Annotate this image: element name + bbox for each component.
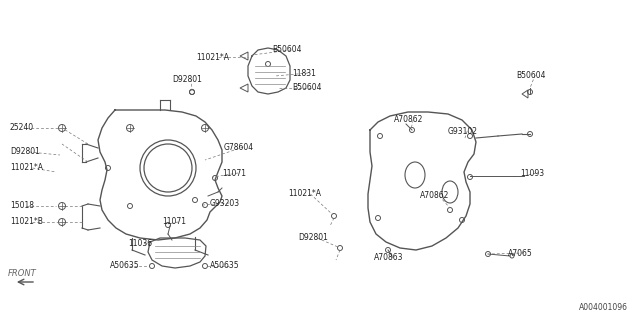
Text: A004001096: A004001096 — [579, 303, 628, 312]
Text: G93203: G93203 — [210, 198, 240, 207]
Text: 11071: 11071 — [162, 218, 186, 227]
Text: 15018: 15018 — [10, 202, 34, 211]
Text: 11093: 11093 — [520, 169, 544, 178]
Text: 11831: 11831 — [292, 68, 316, 77]
Text: 25240: 25240 — [10, 124, 34, 132]
Text: G78604: G78604 — [224, 142, 254, 151]
Text: 11021*A: 11021*A — [288, 189, 321, 198]
Text: G93102: G93102 — [448, 126, 478, 135]
Text: FRONT: FRONT — [8, 268, 36, 277]
Text: B50604: B50604 — [292, 84, 321, 92]
Text: A7065: A7065 — [508, 249, 532, 258]
Text: D92801: D92801 — [298, 234, 328, 243]
Text: A50635: A50635 — [210, 261, 239, 270]
Text: D92801: D92801 — [172, 75, 202, 84]
Text: 11021*A: 11021*A — [196, 52, 229, 61]
Text: 11021*A: 11021*A — [10, 164, 43, 172]
Text: 11071: 11071 — [222, 169, 246, 178]
Text: A50635: A50635 — [110, 261, 140, 270]
Text: A70863: A70863 — [374, 253, 403, 262]
Text: A70862: A70862 — [394, 116, 424, 124]
Text: 11021*B: 11021*B — [10, 218, 43, 227]
Text: B50604: B50604 — [272, 45, 301, 54]
Text: A70862: A70862 — [420, 191, 449, 201]
Text: B50604: B50604 — [516, 70, 545, 79]
Text: 11036: 11036 — [128, 238, 152, 247]
Text: D92801: D92801 — [10, 148, 40, 156]
